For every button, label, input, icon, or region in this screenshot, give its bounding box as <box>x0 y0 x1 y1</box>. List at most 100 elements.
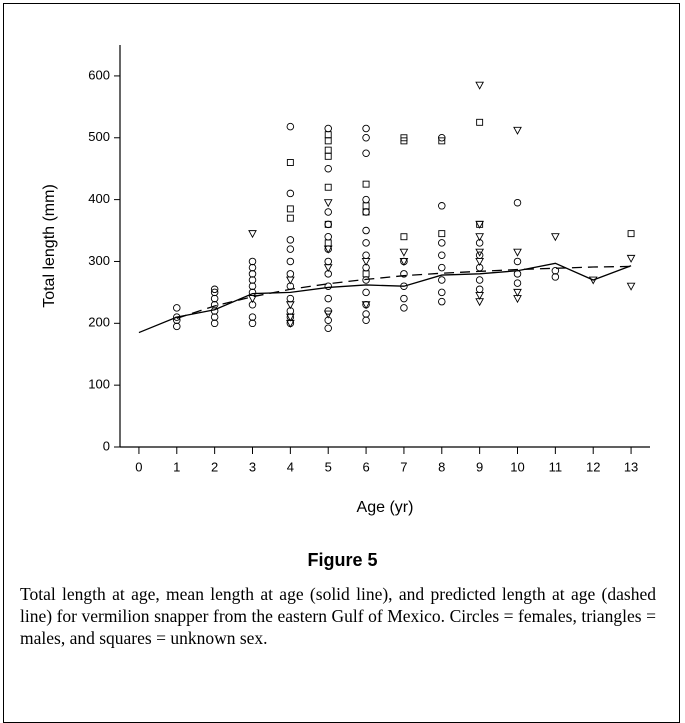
triangle-point <box>550 233 560 242</box>
square-point <box>324 131 332 139</box>
circle-point <box>362 208 370 216</box>
triangle-point <box>513 248 522 257</box>
triangle-point <box>475 233 485 242</box>
triangle-point <box>285 276 295 285</box>
circle-point <box>513 198 522 207</box>
triangle-point <box>513 288 522 297</box>
circle-point <box>362 134 370 142</box>
chart: Total length (mm) Age (yr) 0 100 200 300 400… <box>41 45 650 516</box>
circle-point <box>248 257 257 266</box>
circle-point <box>324 208 332 216</box>
square-point <box>286 214 294 222</box>
circle-point <box>286 245 295 253</box>
circle-point <box>286 270 295 278</box>
circle-point <box>362 310 370 318</box>
circle-point <box>362 149 370 157</box>
circle-point <box>362 288 370 297</box>
circle-point <box>362 316 370 324</box>
triangle-point <box>285 301 295 310</box>
circle-point <box>400 270 408 278</box>
square-point <box>438 230 446 238</box>
circle-point <box>173 304 181 312</box>
square-point <box>324 146 332 154</box>
circle-point <box>438 251 446 260</box>
circle-point <box>324 124 332 133</box>
circle-point <box>248 282 257 290</box>
circle-point <box>438 239 446 247</box>
predicted-line <box>176 265 632 319</box>
circle-point <box>324 232 332 241</box>
circle-point <box>362 195 370 204</box>
x-tick-label: 0 <box>135 459 142 474</box>
y-tick-label: 600 <box>88 67 110 82</box>
x-tick-label: 6 <box>362 459 369 474</box>
circle-point <box>286 236 295 244</box>
circle-point <box>475 285 484 294</box>
caption: Total length at age, mean length at age … <box>20 584 656 648</box>
x-tick-label: 4 <box>287 459 294 474</box>
circle-point <box>362 239 370 247</box>
circle-point <box>248 276 257 284</box>
circle-point <box>173 322 181 331</box>
circle-point <box>438 263 446 272</box>
square-point <box>400 137 408 145</box>
square-point <box>476 220 484 228</box>
triangle-point <box>475 258 485 267</box>
triangle-point <box>399 248 409 257</box>
y-tick-label: 0 <box>103 438 110 453</box>
triangle-point <box>475 248 485 257</box>
circle-point <box>286 294 295 303</box>
circle-point <box>438 202 446 210</box>
x-axis-label: Age (yr) <box>357 499 414 516</box>
circle-point <box>248 319 257 328</box>
triangle-point <box>248 295 257 304</box>
circle-point <box>286 257 295 266</box>
circle-point <box>400 304 408 312</box>
y-tick-label: 400 <box>88 191 110 206</box>
circle-point <box>286 189 295 198</box>
circle-point <box>210 319 219 328</box>
triangle-point <box>399 258 409 267</box>
triangle-point <box>626 254 636 263</box>
square-point <box>324 183 332 191</box>
square-point <box>362 180 370 188</box>
y-tick-label: 200 <box>88 315 110 330</box>
circle-point <box>362 251 370 260</box>
square-point <box>362 202 370 210</box>
circle-point <box>551 266 560 275</box>
circle-point <box>513 279 522 287</box>
triangle-point <box>361 301 371 310</box>
mean-line <box>138 262 632 334</box>
x-tick-label: 13 <box>624 459 638 474</box>
triangle-point <box>323 199 333 208</box>
triangle-point <box>323 264 333 273</box>
square-point <box>400 233 408 241</box>
circle-point <box>324 282 332 290</box>
square-point <box>476 118 484 126</box>
triangle-point <box>475 292 485 301</box>
circle-point <box>362 124 370 133</box>
square-point <box>362 208 370 216</box>
figure-label: Figure 5 <box>307 550 378 570</box>
triangle-point <box>248 230 257 239</box>
x-tick-label: 7 <box>400 459 407 474</box>
triangle-point <box>513 126 522 135</box>
square-point <box>324 137 332 145</box>
circle-point <box>324 324 332 333</box>
triangle-point <box>361 258 371 267</box>
circle-point <box>210 294 219 303</box>
circle-point <box>324 164 332 173</box>
y-tick-label: 300 <box>88 253 110 268</box>
square-point <box>627 230 635 238</box>
y-tick-label: 100 <box>88 377 110 392</box>
square-point <box>438 137 446 145</box>
circle-point <box>438 297 446 306</box>
square-point <box>324 239 332 247</box>
y-axis-label: Total length (mm) <box>41 184 58 308</box>
triangle-point <box>323 310 333 319</box>
circle-point <box>324 294 332 303</box>
triangle-point <box>626 282 636 291</box>
circle-point <box>210 288 219 297</box>
circle-point <box>210 285 219 294</box>
